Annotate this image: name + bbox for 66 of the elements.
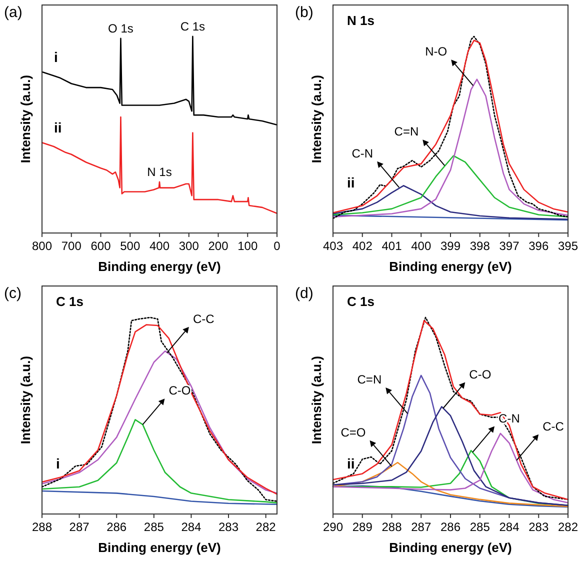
x-tick-label: 285 bbox=[470, 520, 490, 534]
chart-title: (d) bbox=[295, 285, 314, 302]
x-tick-label: 288 bbox=[32, 520, 52, 534]
series-label: i bbox=[54, 48, 58, 65]
chart-title: (b) bbox=[295, 4, 314, 21]
x-tick-label: 200 bbox=[208, 239, 229, 253]
x-tick-label: 500 bbox=[120, 239, 140, 253]
annotation: C 1s bbox=[180, 19, 206, 34]
x-tick-label: 289 bbox=[352, 520, 373, 534]
x-tick-label: 397 bbox=[499, 239, 520, 253]
x-tick-label: 100 bbox=[238, 239, 258, 253]
x-tick-label: 402 bbox=[352, 239, 373, 253]
chart-subtitle: N 1s bbox=[347, 13, 374, 28]
x-axis-title: Binding energy (eV) bbox=[389, 259, 512, 274]
x-tick-label: 283 bbox=[218, 520, 239, 534]
x-tick-label: 290 bbox=[322, 520, 344, 534]
x-tick-label: 401 bbox=[382, 239, 402, 253]
x-tick-label: 400 bbox=[411, 239, 432, 253]
annotation: C=N bbox=[357, 372, 382, 387]
x-axis-title: Binding energy (eV) bbox=[389, 540, 512, 555]
x-tick-label: 700 bbox=[61, 239, 82, 253]
x-tick-label: 285 bbox=[144, 520, 164, 534]
x-axis-title: Binding energy (eV) bbox=[98, 259, 221, 274]
chart-subtitle: C 1s bbox=[56, 294, 84, 309]
y-axis-title: Intensity (a.u.) bbox=[309, 356, 324, 444]
annotation: ii bbox=[347, 174, 355, 190]
y-axis-title: Intensity (a.u.) bbox=[18, 356, 33, 444]
x-tick-label: 400 bbox=[149, 239, 170, 253]
x-tick-label: 282 bbox=[558, 520, 578, 534]
chart-title: (c) bbox=[4, 285, 22, 302]
x-tick-label: 396 bbox=[528, 239, 549, 253]
x-tick-label: 282 bbox=[256, 520, 276, 534]
annotation: O 1s bbox=[108, 21, 134, 36]
annotation: ii bbox=[347, 455, 355, 472]
x-tick-label: 287 bbox=[69, 520, 90, 534]
x-tick-label: 286 bbox=[106, 520, 127, 534]
x-axis-title: Binding energy (eV) bbox=[98, 540, 221, 555]
x-tick-label: 284 bbox=[499, 520, 520, 534]
x-tick-label: 395 bbox=[558, 239, 578, 253]
annotation: C-O bbox=[168, 384, 191, 398]
x-tick-label: 284 bbox=[181, 520, 202, 534]
x-tick-label: 399 bbox=[440, 239, 461, 253]
x-tick-label: 0 bbox=[274, 239, 281, 253]
chart-subtitle: C 1s bbox=[347, 294, 374, 309]
annotation: C-C bbox=[192, 312, 215, 326]
annotation: C-O bbox=[469, 367, 492, 382]
chart-title: (a) bbox=[4, 4, 22, 21]
x-tick-label: 600 bbox=[90, 239, 112, 253]
series-label: ii bbox=[54, 120, 62, 136]
x-tick-label: 283 bbox=[528, 520, 549, 534]
y-axis-title: Intensity (a.u.) bbox=[309, 74, 324, 164]
x-tick-label: 288 bbox=[382, 520, 402, 534]
annotation: i bbox=[56, 455, 60, 472]
x-tick-label: 403 bbox=[322, 239, 344, 253]
annotation: C=O bbox=[340, 425, 366, 440]
x-tick-label: 287 bbox=[411, 520, 432, 534]
annotation: C-N bbox=[352, 146, 374, 160]
x-tick-label: 800 bbox=[32, 239, 52, 253]
y-axis-title: Intensity (a.u.) bbox=[18, 74, 33, 164]
annotation: C-C bbox=[542, 419, 564, 434]
annotation: N-O bbox=[425, 44, 448, 59]
x-tick-label: 286 bbox=[440, 520, 461, 534]
x-tick-label: 398 bbox=[470, 239, 490, 253]
x-tick-label: 300 bbox=[178, 239, 200, 253]
annotation: N 1s bbox=[147, 164, 172, 179]
annotation: C=N bbox=[394, 124, 419, 139]
